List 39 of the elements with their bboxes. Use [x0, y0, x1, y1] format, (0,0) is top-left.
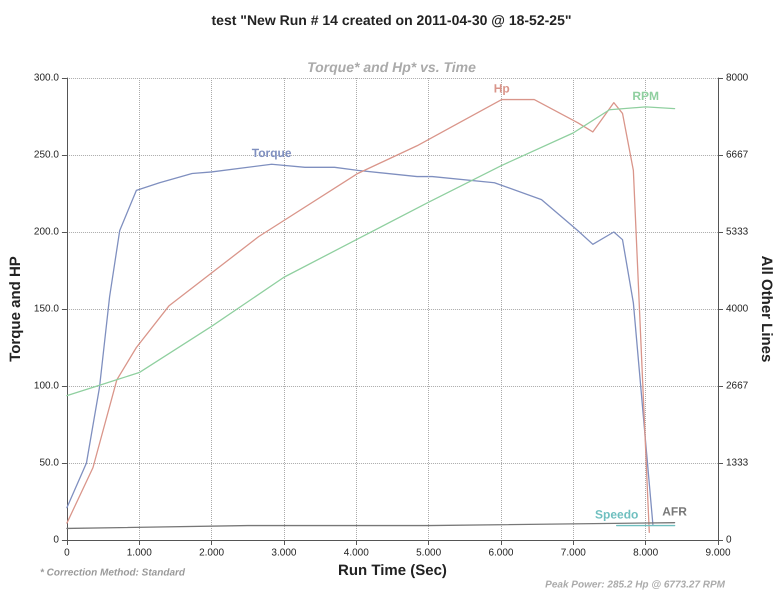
y-axis-title: Torque and HP: [7, 256, 24, 362]
y2-tick-label: 8000: [726, 72, 749, 84]
line-series: [66, 106, 676, 396]
y2-axis-title: All Other Lines: [758, 256, 776, 362]
y2-tick-label: 4000: [726, 304, 749, 314]
y2-tick-label: 6667: [726, 149, 749, 160]
line-series: [66, 98, 650, 533]
x-tick-label: 6.000: [488, 548, 514, 558]
y2-tick-label: 1333: [726, 458, 749, 469]
y-tick-label: 250.0: [34, 150, 60, 160]
x-tick-label: 7.000: [560, 548, 586, 558]
chart-title: test "New Run # 14 created on 2011-04-30 @ 18-52-25": [212, 12, 572, 28]
y2-tick-label: 0: [726, 534, 732, 546]
series-label: Torque: [252, 146, 292, 160]
y-tick-label: 300.0: [34, 72, 60, 84]
x-tick-label: 2.000: [199, 548, 225, 558]
y2-tick-label: 2667: [726, 380, 749, 392]
text: Peak Power: 285.2 Hp @ 6773.27 RPM: [545, 580, 726, 590]
x-tick-label: 9.000: [705, 548, 731, 558]
x-tick-label: 1.000: [126, 548, 152, 558]
series-label: Speedo: [595, 508, 638, 522]
series-label: AFR: [662, 504, 688, 519]
series-label: RPM: [632, 88, 659, 103]
text: * Correction Method: Standard: [40, 568, 186, 578]
y-tick-label: 0: [53, 534, 60, 546]
x-tick-label: 4.000: [344, 548, 370, 558]
y2-tick-label: 5333: [726, 226, 749, 238]
x-tick-label: 3.000: [271, 548, 297, 558]
chart-subtitle: Torque* and Hp* vs. Time: [307, 59, 476, 75]
x-tick-label: 0: [64, 548, 70, 558]
line-series: [66, 164, 654, 526]
x-axis-title: Run Time (Sec): [338, 562, 447, 579]
y-tick-label: 150.0: [34, 304, 60, 314]
y-tick-label: 100.0: [34, 380, 60, 392]
y-tick-label: 200.0: [34, 226, 60, 238]
x-tick-label: 8.000: [633, 548, 659, 558]
x-tick-label: 5.000: [416, 548, 442, 558]
y-tick-label: 50.0: [39, 458, 60, 468]
series-label: Hp: [494, 82, 510, 96]
